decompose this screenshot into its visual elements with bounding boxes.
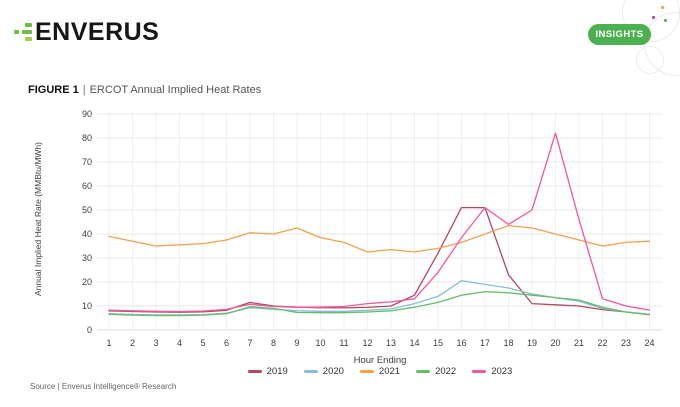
figure-label: FIGURE 1 (28, 84, 79, 96)
y-tick-label: 50 (82, 205, 92, 215)
legend-item-2022: 2022 (416, 366, 456, 377)
x-tick-label: 23 (621, 338, 631, 348)
series-line-2021 (108, 224, 651, 253)
x-tick-label: 15 (433, 338, 443, 348)
legend-label: 2023 (491, 366, 513, 377)
x-tick-label: 10 (315, 338, 325, 348)
y-tick-label: 30 (82, 253, 92, 263)
x-tick-label: 14 (409, 338, 419, 348)
enverus-logo-dashes-icon (14, 23, 32, 41)
decor-dot-orange (661, 6, 664, 9)
legend-item-2019: 2019 (247, 366, 288, 377)
x-tick-label: 12 (362, 338, 372, 348)
x-tick-label: 21 (574, 338, 584, 348)
x-tick-label: 1 (106, 338, 111, 348)
enverus-logo: ENVERUS (14, 18, 159, 46)
x-tick-label: 16 (456, 338, 466, 348)
x-tick-label: 4 (177, 338, 182, 348)
chart-legend: 2019 2020 2021 2022 2023 (100, 366, 660, 377)
y-tick-label: 70 (82, 157, 92, 167)
y-tick-label: 80 (82, 133, 92, 143)
decor-dot-purple (652, 16, 655, 19)
y-tick-label: 0 (87, 325, 92, 335)
legend-label: 2020 (322, 366, 344, 377)
series-line-2020 (108, 280, 651, 316)
x-tick-label: 11 (339, 338, 348, 348)
x-tick-label: 8 (271, 338, 276, 348)
legend-item-2021: 2021 (359, 366, 401, 377)
series-line-2019 (108, 206, 651, 316)
y-tick-label: 90 (82, 109, 92, 119)
x-tick-label: 6 (224, 338, 229, 348)
decor-dot-green (664, 19, 667, 22)
legend-swatch-icon (472, 370, 487, 373)
x-axis-title: Hour Ending (353, 355, 407, 366)
legend-swatch-icon (303, 370, 318, 373)
series-line-2023 (108, 132, 651, 313)
figure-title-separator: | (82, 84, 86, 96)
decor-circle (636, 46, 664, 74)
enverus-logo-text: ENVERUS (35, 17, 160, 46)
legend-label: 2019 (266, 366, 288, 377)
source-attribution: Source | Enverus Intelligence® Research (30, 382, 177, 391)
legend-label: 2022 (435, 366, 457, 377)
x-tick-label: 24 (644, 338, 654, 348)
x-tick-label: 7 (247, 338, 252, 348)
y-tick-label: 40 (82, 229, 92, 239)
x-tick-label: 18 (503, 338, 513, 348)
x-tick-label: 19 (527, 338, 537, 348)
x-tick-label: 22 (597, 338, 607, 348)
y-axis-title: Annual Implied Heat Rate (MMBtu/MWh) (33, 142, 43, 296)
legend-swatch-icon (247, 370, 262, 373)
series-line-2022 (108, 290, 651, 317)
x-tick-label: 9 (294, 338, 299, 348)
figure-title-text: ERCOT Annual Implied Heat Rates (89, 84, 262, 96)
y-tick-label: 10 (82, 301, 92, 311)
legend-swatch-icon (359, 370, 374, 373)
legend-item-2023: 2023 (472, 366, 512, 377)
x-tick-label: 3 (153, 338, 158, 348)
legend-swatch-icon (416, 370, 431, 373)
y-tick-label: 20 (82, 277, 92, 287)
legend-item-2020: 2020 (303, 366, 344, 377)
x-tick-label: 5 (200, 338, 205, 348)
y-tick-label: 60 (82, 181, 92, 191)
legend-label: 2021 (378, 366, 401, 377)
x-tick-label: 20 (550, 338, 560, 348)
insights-button[interactable]: INSIGHTS (588, 24, 651, 45)
figure-title: FIGURE 1 | ERCOT Annual Implied Heat Rates (28, 84, 261, 96)
x-tick-label: 2 (130, 338, 135, 348)
x-tick-label: 17 (480, 338, 490, 348)
x-tick-label: 13 (386, 338, 396, 348)
